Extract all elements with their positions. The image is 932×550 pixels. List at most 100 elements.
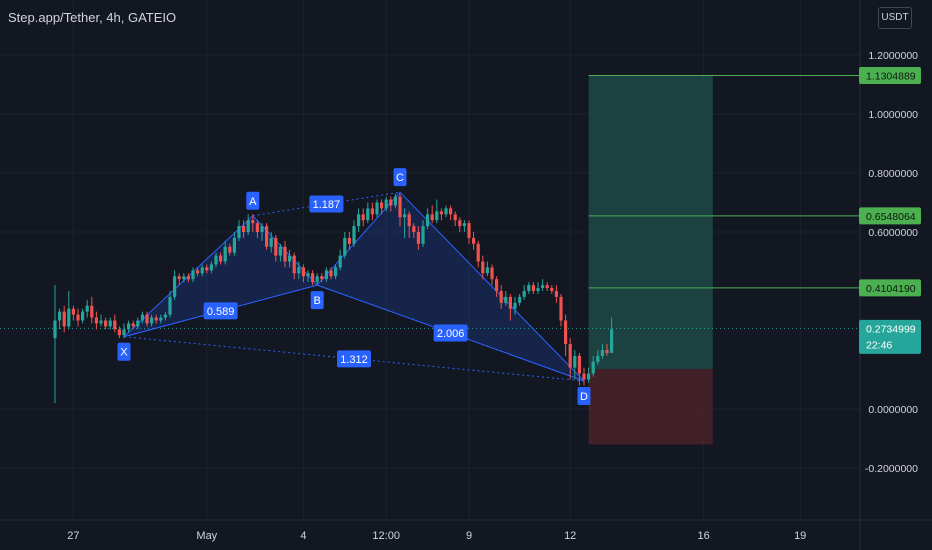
candle-body [140,314,144,321]
candle-body [196,270,200,274]
candle-body [159,317,163,321]
candle-body [467,223,471,238]
ratio-label: 0.589 [207,306,235,318]
candle-body [536,288,540,291]
candle-body [564,320,568,345]
candle-body [324,270,328,280]
pattern-ratio-line [123,284,318,338]
candle-body [292,255,296,274]
candle-body [485,267,489,274]
candle-body [163,314,167,318]
candle-body [582,373,586,380]
ratio-label: 1.187 [313,199,341,211]
candle-body [168,296,172,315]
candle-body [458,220,462,227]
x-tick-label: May [196,530,217,542]
candle-body [209,264,213,271]
candle-body [439,211,443,215]
candle-body [53,320,57,339]
candle-body [177,276,181,280]
ratio-label-box [337,350,371,368]
x-tick-label: 9 [466,530,472,542]
candle-body [311,273,315,283]
candle-body [99,320,103,324]
candle-body [522,291,526,297]
candle-body [527,285,531,291]
candle-body [150,317,154,324]
candle-body [407,214,411,227]
y-tick-label: 0.0000000 [868,404,918,416]
ratio-label-box [433,324,468,342]
candle-body [435,211,439,221]
pattern-point-label: A [249,196,257,208]
candle-body [255,223,259,232]
loss-zone [588,369,713,445]
candle-body [490,267,494,280]
candle-body [117,329,121,336]
currency-button[interactable]: USDT [878,7,912,29]
candle-body [504,296,508,303]
candle-body [145,314,149,324]
candle-body [403,214,407,218]
candle-body [260,226,264,232]
ratio-label-box [203,302,238,320]
pattern-point-box [117,342,131,361]
candle-body [62,311,66,327]
y-tick-label: 1.0000000 [868,109,918,121]
candle-body [223,246,227,262]
candle-body [205,267,209,271]
candle-body [246,220,250,232]
candle-body [274,237,278,256]
candle-body [398,196,402,218]
candle-body [58,311,62,321]
y-tick-label: 0.6000000 [868,227,918,239]
price-tag-value: 0.2734999 [866,323,916,335]
candle-body [357,214,361,227]
candle-body [605,350,609,353]
candle-body [375,202,379,215]
candle-body [320,276,324,280]
x-tick-label: 19 [794,530,806,542]
candle-body [444,208,448,215]
candle-body [513,302,517,309]
candle-body [297,267,301,274]
candle-body [131,323,135,327]
candle-body [591,361,595,374]
candle-body [219,255,223,262]
y-tick-label: 1.2000000 [868,50,918,62]
ratio-label: 1.312 [340,354,368,366]
pattern-point-box [246,191,260,210]
x-tick-label: 27 [67,530,79,542]
candle-body [186,276,190,280]
candle-body [366,208,370,221]
pattern-point-label: B [314,295,321,307]
pattern-point-label: X [120,347,128,359]
ratio-label: 2.006 [437,328,465,340]
candle-body [315,276,319,283]
candle-body [283,246,287,262]
candle-body [191,270,195,280]
candle-body [508,296,512,309]
x-tick-label: 16 [697,530,709,542]
candle-body [453,214,457,221]
candle-body [113,320,117,330]
candle-body [430,214,434,221]
x-tick-label: 12:00 [372,530,400,542]
candle-body [380,202,384,209]
candle-body [416,232,420,244]
candle-body [232,237,236,253]
candle-body [329,270,333,277]
candle-body [94,317,98,324]
candle-body [384,199,388,209]
candle-body [587,373,591,380]
pattern-point-box [310,291,324,310]
candle-body [306,273,310,277]
candle-body [610,329,614,353]
candle-body [269,237,273,247]
candle-body [476,243,480,262]
candle-body [108,320,112,327]
candle-body [76,314,80,321]
candle-body [426,214,430,227]
candle-body [554,291,558,297]
